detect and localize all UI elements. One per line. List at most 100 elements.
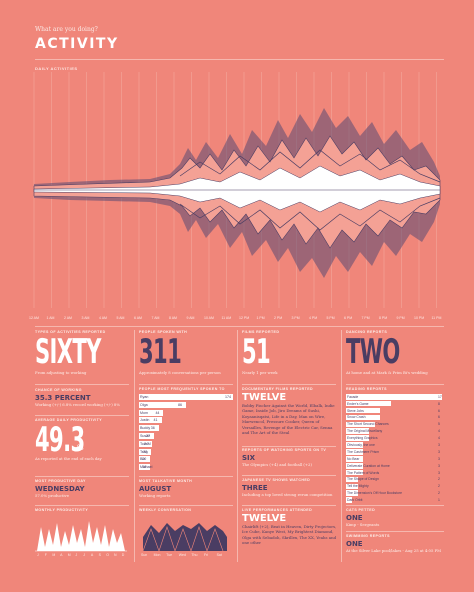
bar-fill [139,432,155,439]
talkative-month-block: MOST TALKATIVE MONTH AUGUST Working repo… [139,479,192,498]
bar-value: 5 [438,422,440,427]
day-tick-label: Sat [216,553,222,557]
weekly-area [143,523,227,551]
divider [35,415,129,416]
bar-label: Susan [140,433,151,438]
bar-label: The Shape of Design [347,477,379,482]
hour-tick-label: 11 PM [431,316,442,320]
live-performances-block: LIVE PERFORMANCES ATTENDED TWELVE Chairl… [242,508,337,546]
hour-tick-label: 1 PM [256,316,265,320]
divider [242,384,336,385]
productive-day-note: 57.0% productive [35,493,69,498]
dancing-block: DANCING REPORTS TWO At home and at Mark … [346,330,433,375]
bar-row: Terry 22 [139,448,233,456]
bar-row: Justin 41 [139,417,233,424]
bar-row: Facade 17 [346,394,444,400]
bar-label: Obviously, the one [347,443,375,448]
bar-label: Buddy [140,426,151,431]
cats-block: CATS PETTED ONE Kimp - Sergeants [346,508,379,527]
bar-value: 24 [144,441,149,446]
productive-day-block: MOST PRODUCTIVE DAY WEDNESDAY 57.0% prod… [35,479,86,498]
bar-value: 4 [438,436,440,441]
live-value: TWELVE [242,513,287,524]
bar-value: 3 [438,463,440,468]
bar-label: Ender's Game [347,401,369,406]
people-label: PEOPLE SPOKEN WITH [139,330,188,334]
bar-row: The Cashmere Prism 3 [346,449,444,455]
chance-value: 35.3 PERCENT [35,394,91,402]
hour-tick-label: 7 PM [361,316,370,320]
hour-tick-label: 1 AM [46,316,55,320]
month-tick-label: S [98,553,101,557]
films-note: Nearly 1 per week [242,370,278,375]
bar-fill [346,421,375,428]
bar-row: Mom 44 [139,409,233,417]
hour-tick-label: 11 AM [221,316,232,320]
bar-label: The Original Miscellany [347,429,383,434]
month-tick-label: A [60,553,63,557]
activities-types-block: TYPES OF ACTIVITIES REPORTED SIXTY From … [35,330,141,375]
month-tick-label: D [121,553,125,557]
hour-tick-label: 10 PM [414,316,425,320]
bar-row: Susan 27 [139,432,233,440]
hour-tick-label: 8 PM [379,316,388,320]
bar-row: Tell the Mighty 2 [346,483,444,490]
bar-value: 8 [438,401,440,406]
daily-activities-stream-graph [33,72,441,308]
month-tick-label: M [67,553,71,557]
productivity-block: AVERAGE DAILY PRODUCTIVITY 49.3 % As rep… [35,418,102,461]
bar-value: 3 [438,443,440,448]
bar-label: Justin [140,418,150,423]
chance-note: Working (+/-) 6.8% record working (+/-) … [35,402,120,407]
bar-label: Biz [140,457,145,462]
types-value: SIXTY [35,332,101,372]
talkative-note: Working reports [139,493,171,498]
hour-tick-label: 4 PM [309,316,318,320]
bar-label: The Dimension's Off Hour Bookstore [347,491,403,496]
bar-row: Olga 86 [139,401,233,409]
column-divider [237,330,238,562]
sports-value: SIX [242,454,256,462]
hour-tick-label: 7 AM [151,316,160,320]
divider [346,531,444,532]
bar-value: 18 [142,465,147,470]
bar-row: The Dimension's Off Hour Bookstore 2 [346,490,444,497]
divider [35,384,129,385]
hour-tick-label: 9 AM [186,316,195,320]
hour-tick-label: 2 PM [274,316,283,320]
bar-value: 3 [438,449,440,454]
people-value: 311 [139,332,182,372]
hour-tick-label: 4 AM [99,316,107,320]
hour-tick-label: 5 AM [116,316,125,320]
bar-row: The Pattern of Words 3 [346,469,444,476]
divider [242,505,336,506]
divider [346,505,444,506]
section-label-daily: DAILY ACTIVITIES [35,66,78,71]
day-tick-label: Wed [178,553,186,557]
bar-row: Snow Crash 6 [346,414,444,421]
sports-note: The Olympics (+4) and football (+2) [242,462,312,467]
divider [139,505,233,506]
tv-label: JAPANESE TV SHOWS WATCHED [242,478,311,482]
bar-value: 6 [438,408,440,413]
types-label: TYPES OF ACTIVITIES REPORTED [35,330,106,334]
bar-label: Mom [140,410,148,415]
bar-label: Terry [140,449,148,454]
bar-row: The Shape of Design 2 [346,476,444,483]
bar-fill [139,417,162,424]
bar-fill [139,448,152,455]
bar-row: Michael 18 [139,464,233,471]
bar-label: No Bear [347,456,360,461]
swim-label: SWIMMING REPORTS [346,534,390,538]
bar-label: Michael [140,465,153,470]
bar-fill [139,394,233,400]
bar-label: The Short Second Chances [347,422,389,427]
bar-row: Biz 20 [139,456,233,463]
bar-fill [346,497,352,503]
bar-label: Tom M [140,441,151,446]
divider [35,59,444,60]
frequent-people-block: PEOPLE MOST FREQUENTLY SPOKEN TO Ryan 174… [139,387,233,472]
column-divider [341,330,342,562]
talkative-value: AUGUST [139,485,172,493]
monthly-productivity-block: MONTHLY PRODUCTIVITY [35,508,88,512]
